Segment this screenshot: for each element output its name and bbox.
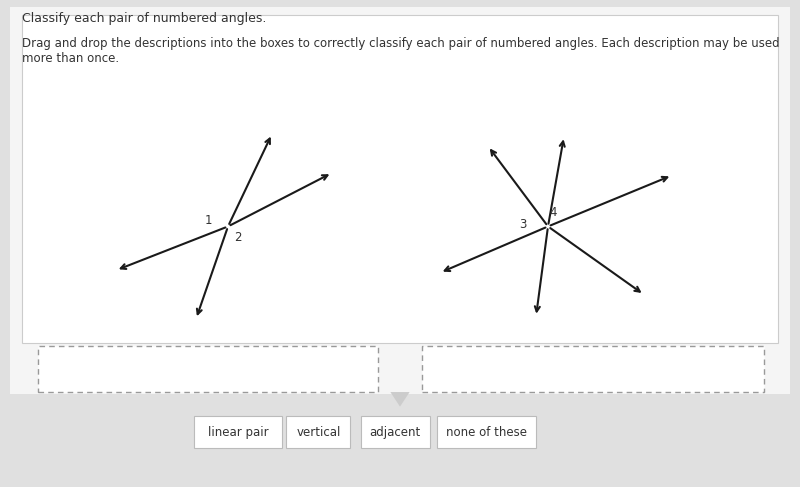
FancyBboxPatch shape xyxy=(286,416,350,448)
Text: 4: 4 xyxy=(549,206,557,219)
FancyBboxPatch shape xyxy=(361,416,430,448)
Text: Drag and drop the descriptions into the boxes to correctly classify each pair of: Drag and drop the descriptions into the … xyxy=(22,37,780,64)
Text: vertical: vertical xyxy=(296,426,341,439)
Text: 3: 3 xyxy=(518,218,526,231)
FancyBboxPatch shape xyxy=(38,346,378,392)
Text: adjacent: adjacent xyxy=(370,426,421,439)
FancyBboxPatch shape xyxy=(0,394,800,487)
Text: none of these: none of these xyxy=(446,426,527,439)
Polygon shape xyxy=(390,392,410,407)
FancyBboxPatch shape xyxy=(194,416,282,448)
FancyBboxPatch shape xyxy=(422,346,764,392)
Text: Classify each pair of numbered angles.: Classify each pair of numbered angles. xyxy=(22,12,266,25)
Text: 1: 1 xyxy=(204,214,212,227)
Text: 2: 2 xyxy=(234,231,242,244)
FancyBboxPatch shape xyxy=(10,7,790,394)
FancyBboxPatch shape xyxy=(437,416,536,448)
Text: linear pair: linear pair xyxy=(208,426,269,439)
FancyBboxPatch shape xyxy=(22,15,778,343)
